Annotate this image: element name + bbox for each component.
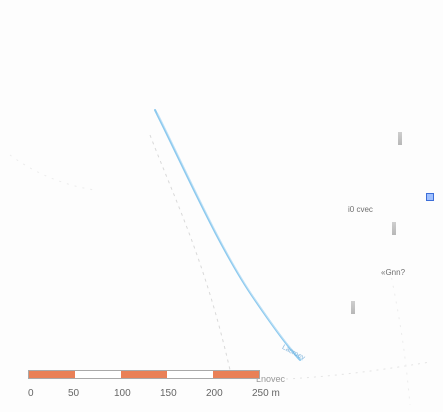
- scale-bar-ticks: 0 50 100 150 200 250 m: [28, 388, 280, 400]
- scale-bar-segment: [167, 371, 213, 378]
- scale-tick-label: 0: [28, 388, 34, 399]
- footpath: [389, 269, 411, 406]
- scale-tick-label: 100: [114, 388, 131, 399]
- scale-bar-segment: [121, 371, 167, 378]
- scale-tick-label: 250 m: [252, 388, 280, 399]
- stream-line: [154, 109, 301, 361]
- scale-tick-label: 150: [160, 388, 177, 399]
- scale-bar-segment: [75, 371, 121, 378]
- scale-tick-label: 50: [68, 388, 80, 399]
- tower-icon[interactable]: [392, 222, 396, 235]
- place-label: i0 cvec: [348, 205, 373, 214]
- tower-icon[interactable]: [351, 301, 355, 314]
- scale-bar-segment: [213, 371, 259, 378]
- info-square-icon[interactable]: [426, 193, 434, 201]
- scale-bar-segments: [28, 370, 260, 379]
- scale-tick-label: 200: [206, 388, 223, 399]
- scale-bar: 0 50 100 150 200 250 m: [28, 370, 280, 412]
- scale-bar-segment: [29, 371, 75, 378]
- footpath: [9, 154, 96, 191]
- place-label: «Gnn?: [381, 268, 406, 277]
- tower-icon[interactable]: [398, 132, 402, 145]
- footpath: [149, 134, 231, 371]
- village-label: Lnovec: [256, 374, 286, 384]
- stream-line: [157, 113, 303, 361]
- footpath: [264, 361, 431, 381]
